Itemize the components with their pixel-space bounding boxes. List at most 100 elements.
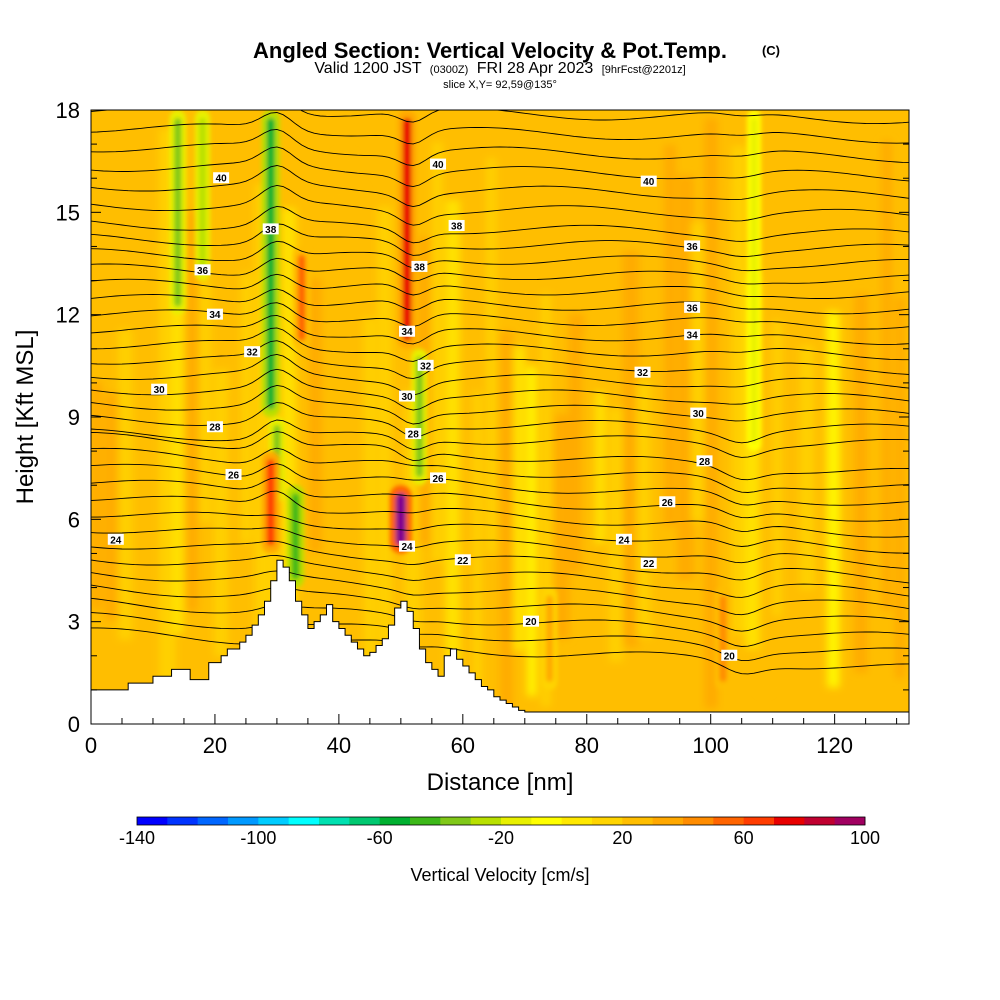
slice-label: slice X,Y= 92,59@135° — [443, 79, 557, 91]
colorbar-bin — [622, 817, 654, 825]
y-tick-label: 12 — [56, 303, 80, 328]
x-tick-label: 80 — [575, 733, 599, 758]
theta-contour-label-bg — [405, 428, 422, 440]
velocity-stripe — [731, 146, 747, 634]
velocity-stripe — [581, 334, 594, 594]
theta-contour-label-bg — [684, 240, 701, 252]
y-tick-label: 0 — [68, 712, 80, 737]
colorbar-bin — [349, 817, 381, 825]
velocity-core-inner — [415, 356, 424, 478]
theta-contour-line — [91, 419, 909, 458]
theta-contour-label: 28 — [699, 457, 711, 468]
theta-contour-label-bg — [454, 554, 471, 566]
colorbar-bin — [804, 817, 836, 825]
theta-contour-line — [91, 240, 909, 272]
velocity-stripe — [118, 329, 134, 640]
velocity-stripe — [718, 186, 734, 644]
theta-contour-line — [91, 257, 909, 285]
colorbar-bin — [531, 817, 563, 825]
velocity-stripe — [540, 293, 551, 707]
colorbar-tick-label: -20 — [488, 828, 514, 848]
velocity-core-inner — [546, 595, 553, 682]
velocity-core-inner — [291, 493, 300, 580]
velocity-stripe — [786, 406, 799, 619]
y-tick-label: 9 — [68, 405, 80, 430]
colorbar-tick-label: -60 — [367, 828, 393, 848]
velocity-stripe — [186, 210, 198, 612]
colorbar-bin — [652, 817, 684, 825]
theta-contour-label-bg — [430, 158, 447, 170]
theta-contour-line — [91, 112, 909, 145]
colorbar-bin — [410, 817, 441, 825]
velocity-core-inner — [266, 118, 275, 409]
theta-contour-label: 34 — [687, 331, 699, 342]
x-tick-label: 20 — [203, 733, 227, 758]
theta-contour-label: 38 — [451, 221, 463, 232]
theta-contour-label-bg — [213, 172, 230, 184]
theta-contour-label: 24 — [110, 535, 122, 546]
theta-contour-label: 32 — [637, 368, 649, 379]
theta-contour-label-bg — [659, 496, 676, 508]
theta-contour-label: 22 — [457, 556, 469, 567]
colorbar: -140 -100 -60 -20 20 60 100 — [119, 816, 880, 848]
velocity-stripes — [91, 118, 905, 720]
velocity-stripe — [677, 175, 694, 581]
theta-contour-label: 20 — [525, 617, 537, 628]
theta-contour-label-bg — [417, 359, 434, 371]
velocity-core-inner — [750, 118, 758, 444]
colorbar-bin — [501, 817, 532, 825]
velocity-stripe — [772, 320, 782, 616]
colorbar-bin — [683, 817, 714, 825]
theta-contour-label: 32 — [420, 361, 432, 372]
theta-contour-line — [91, 540, 909, 584]
colorbar-bin — [470, 817, 502, 825]
colorbar-bin — [440, 817, 472, 825]
theta-contour-label-bg — [684, 329, 701, 341]
velocity-stripe — [827, 311, 840, 688]
theta-contour-line — [91, 288, 909, 315]
velocity-stripe — [513, 346, 526, 652]
x-tick-label: 0 — [85, 733, 97, 758]
theta-contour-label-bg — [690, 407, 707, 419]
theta-contour-label: 36 — [687, 303, 699, 314]
velocity-stripe — [390, 414, 403, 529]
theta-contour-line — [91, 184, 909, 226]
theta-contour-line — [91, 327, 909, 362]
velocity-stripe — [131, 263, 143, 709]
theta-contour-line — [91, 302, 909, 330]
theta-contour-label: 20 — [724, 651, 736, 662]
colorbar-bin — [167, 817, 199, 825]
colorbar-tick-label: -100 — [240, 828, 276, 848]
velocity-core-inner — [395, 493, 406, 546]
theta-contour-label-bg — [151, 383, 168, 395]
chart-title-suffix: (C) — [762, 43, 780, 58]
colorbar-tick-label: 100 — [850, 828, 880, 848]
theta-contour-label: 28 — [209, 423, 221, 434]
colorbar-frame — [136, 816, 866, 826]
chart-title: Angled Section: Vertical Velocity & Pot.… — [253, 38, 727, 63]
theta-contour-label-bg — [107, 533, 124, 545]
colorbar-tick-label: 60 — [734, 828, 754, 848]
theta-contour-line — [91, 447, 909, 493]
velocity-stripe — [104, 392, 121, 621]
plot-area: 20 20 22 22 24 24 24 26 26 26 28 28 28 30 30 30 32 32 32 34… — [91, 110, 909, 724]
theta-contour-label-bg — [194, 264, 211, 276]
theta-contour-line — [91, 511, 909, 554]
theta-contour-label: 30 — [401, 392, 413, 403]
colorbar-bin — [834, 817, 866, 825]
theta-contour-label: 26 — [432, 474, 444, 485]
velocity-stripe — [172, 123, 184, 634]
velocity-stripe — [868, 398, 884, 719]
theta-contour-line — [91, 353, 909, 396]
chart-subtitle: Valid 1200 JST (0300Z) FRI 28 Apr 2023 [… — [314, 60, 685, 77]
theta-contour-label-bg — [399, 325, 416, 337]
colorbar-tick-label: -140 — [119, 828, 155, 848]
velocity-stripe — [309, 278, 322, 553]
theta-contour-line — [91, 555, 909, 598]
colorbar-bin — [258, 817, 290, 825]
y-tick-label: 15 — [56, 200, 80, 225]
theta-contour-label: 26 — [228, 470, 240, 481]
velocity-stripe — [91, 381, 102, 610]
theta-contour-label: 30 — [154, 385, 166, 396]
colorbar-bin — [774, 817, 805, 825]
